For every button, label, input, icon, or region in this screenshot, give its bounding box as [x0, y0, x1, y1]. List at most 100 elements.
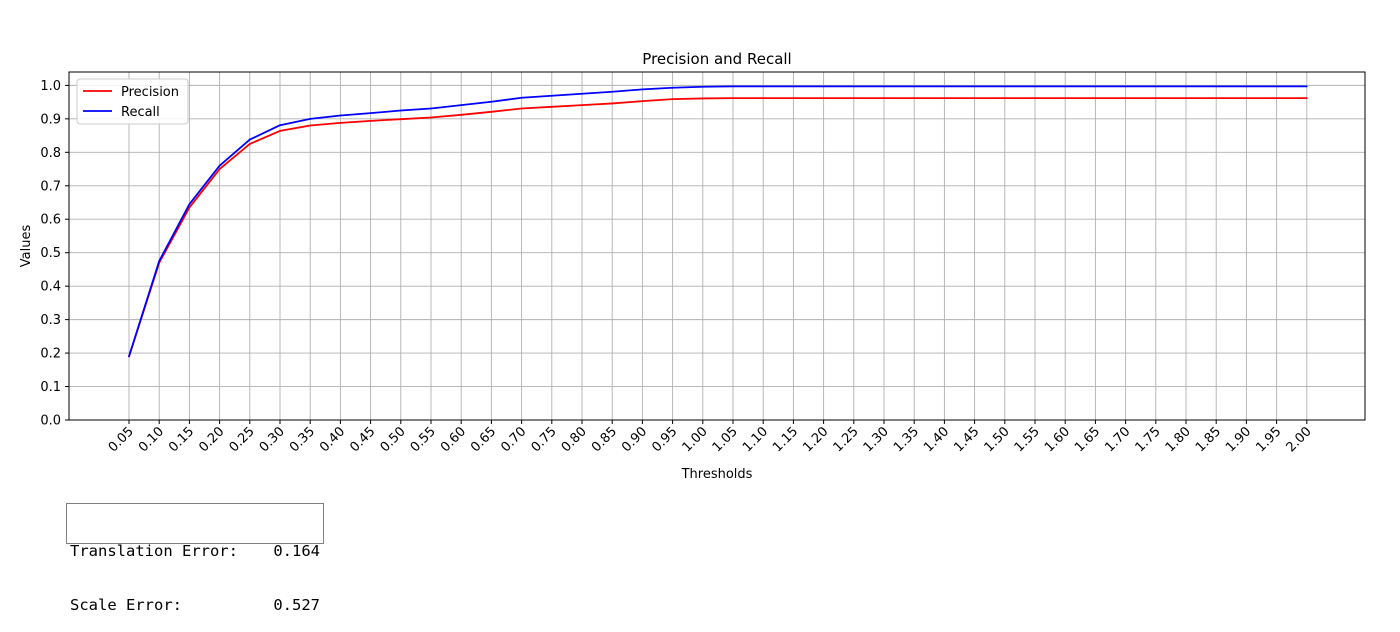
data-point-precision [279, 129, 281, 132]
data-point-recall [1094, 85, 1097, 88]
y-tick-label: 1.0 [40, 79, 61, 94]
precision-recall-chart: Precision and Recall 0.00.10.20.30.40.50… [19, 50, 1366, 482]
data-point-precision [822, 97, 825, 99]
scale-error-value: 0.527 [273, 596, 320, 614]
data-point-precision [399, 118, 402, 121]
data-point-precision [1305, 97, 1308, 99]
data-point-precision [581, 104, 583, 107]
data-point-recall [701, 85, 704, 88]
data-point-recall [883, 85, 885, 88]
x-tick-label: 1.60 [1042, 424, 1073, 455]
data-point-precision [188, 206, 191, 209]
data-point-precision [1275, 97, 1278, 99]
x-tick-label: 0.10 [136, 424, 167, 455]
data-point-precision [369, 119, 372, 122]
error-summary-box: Translation Error: 0.164 Scale Error: 0.52… [66, 503, 324, 614]
y-axis-label: Values [19, 225, 34, 268]
data-point-precision [1124, 97, 1127, 99]
data-point-recall [309, 117, 312, 120]
x-tick-label: 0.85 [589, 424, 620, 455]
data-point-precision [732, 97, 734, 99]
data-point-precision [701, 97, 704, 100]
x-tick-label: 1.20 [800, 424, 831, 455]
scale-error-row: Scale Error: 0.527 [70, 596, 323, 614]
x-tick-label: 0.55 [408, 424, 439, 455]
x-tick-label: 1.30 [861, 424, 892, 455]
data-point-precision [1185, 97, 1187, 99]
data-point-recall [671, 86, 674, 89]
series-line-recall [128, 85, 1307, 357]
y-tick-label: 0.2 [40, 347, 61, 362]
grid-lines [69, 72, 1365, 421]
data-point-precision [490, 110, 493, 113]
legend-label-recall: Recall [121, 105, 160, 120]
x-tick-label: 1.15 [770, 424, 801, 455]
data-point-precision [1034, 97, 1036, 99]
data-point-recall [369, 112, 372, 115]
x-tick-label: 0.35 [287, 424, 318, 455]
data-point-recall [399, 109, 402, 112]
x-tick-label: 1.55 [1012, 424, 1043, 455]
x-tick-label: 1.10 [740, 424, 771, 455]
y-tick-label: 0.9 [40, 112, 61, 127]
x-tick-label: 0.15 [166, 424, 197, 455]
x-tick-label: 0.25 [227, 424, 258, 455]
y-tick-label: 0.7 [40, 179, 61, 194]
data-point-precision [792, 97, 795, 99]
data-point-recall [1305, 85, 1308, 88]
chart-title: Precision and Recall [642, 50, 791, 68]
data-point-precision [883, 97, 885, 99]
scale-error-label: Scale Error: [70, 596, 182, 614]
data-point-recall [188, 203, 191, 206]
data-point-precision [943, 97, 946, 99]
data-point-precision [460, 113, 463, 116]
x-tick-label: 1.05 [710, 424, 741, 455]
data-point-recall [1245, 85, 1248, 88]
data-point-recall [1154, 85, 1157, 88]
data-point-precision [339, 121, 342, 124]
data-point-recall [852, 85, 855, 88]
data-point-precision [973, 97, 976, 99]
y-tick-label: 0.6 [40, 213, 61, 228]
data-point-recall [762, 85, 765, 88]
data-point-precision [309, 124, 312, 127]
data-point-recall [1215, 85, 1218, 88]
x-tick-label: 1.35 [891, 424, 922, 455]
x-tick-label: 1.50 [982, 424, 1013, 455]
x-tick-label: 1.95 [1253, 424, 1284, 455]
x-tick-label: 1.80 [1163, 424, 1194, 455]
x-tick-label: 1.90 [1223, 424, 1254, 455]
x-tick-label: 0.60 [438, 424, 469, 455]
data-point-recall [581, 92, 583, 95]
data-point-precision [671, 98, 674, 101]
data-point-recall [279, 124, 281, 127]
x-tick-label: 0.45 [347, 424, 378, 455]
translation-error-label: Translation Error: [70, 542, 238, 560]
x-tick-label: 1.40 [921, 424, 952, 455]
data-point-recall [1124, 85, 1127, 88]
y-tick-label: 0.8 [40, 146, 61, 161]
data-point-recall [248, 138, 251, 141]
data-point-precision [430, 116, 432, 119]
data-point-recall [1034, 85, 1036, 88]
plot-frame [68, 71, 1366, 421]
x-tick-label: 0.50 [378, 424, 409, 455]
data-point-precision [913, 97, 916, 99]
y-tick-label: 0.3 [40, 313, 61, 328]
y-tick-label: 0.1 [40, 380, 61, 395]
x-tick-label: 2.00 [1284, 424, 1315, 455]
x-tick-label: 0.70 [498, 424, 529, 455]
y-axis-ticks: 0.0 0.1 0.2 0.3 0.4 0.5 0.6 0.7 0.8 0.9 1.0 [40, 79, 69, 429]
translation-error-row: Translation Error: 0.164 [70, 542, 323, 560]
data-point-precision [550, 105, 553, 108]
y-tick-label: 0.0 [40, 414, 61, 429]
data-point-recall [973, 85, 976, 88]
x-axis-ticks: 0.05 0.10 0.15 0.20 0.25 0.30 0.35 0.40 0.45 0.50… [106, 420, 1315, 455]
x-tick-label: 1.25 [831, 424, 862, 455]
data-point-precision [1154, 97, 1157, 99]
data-point-precision [641, 100, 644, 103]
x-tick-label: 0.40 [317, 424, 348, 455]
x-tick-label: 0.30 [257, 424, 288, 455]
data-point-precision [520, 107, 523, 110]
data-point-recall [550, 94, 553, 97]
